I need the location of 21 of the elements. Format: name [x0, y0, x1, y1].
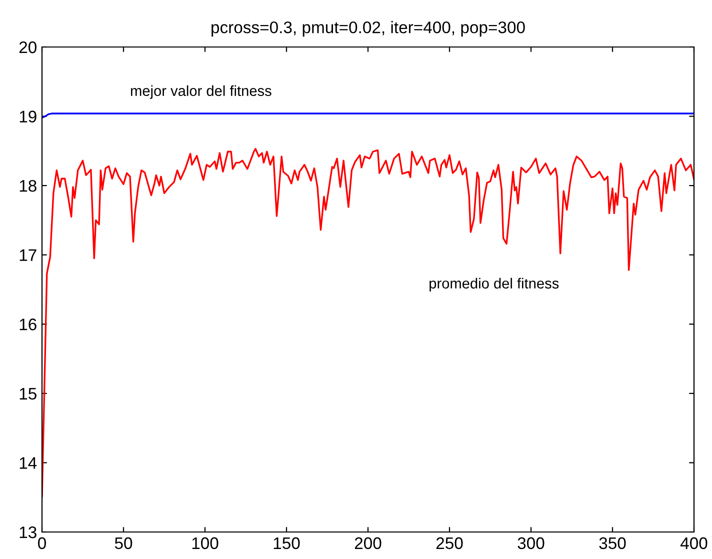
x-tick-label: 400: [680, 537, 708, 550]
y-tick-label: 20: [19, 41, 36, 54]
y-tick-label: 13: [20, 526, 36, 538]
chart-title: pcross=0.3, pmut=0.02, iter=400, pop=300: [212, 21, 525, 37]
annotation: mejor valor del fitness: [130, 85, 272, 99]
y-tick-label: 19: [20, 110, 36, 122]
x-tick-label: 300: [518, 537, 544, 550]
x-tick-label: 250: [436, 537, 463, 550]
y-tick-label: 17: [20, 249, 36, 261]
x-tick-label: 100: [192, 537, 218, 550]
y-tick-label: 15: [20, 388, 36, 400]
y-tick-label: 16: [20, 318, 36, 330]
x-tick-label: 0: [38, 537, 46, 550]
annotation: promedio del fitness: [430, 278, 559, 292]
line-series: [42, 148, 694, 498]
x-tick-label: 50: [114, 537, 132, 550]
y-tick-label: 14: [20, 457, 37, 469]
x-tick-label: 200: [354, 537, 382, 550]
x-tick-label: 150: [274, 537, 300, 550]
x-tick-label: 350: [599, 537, 626, 550]
y-tick-label: 18: [20, 180, 36, 192]
